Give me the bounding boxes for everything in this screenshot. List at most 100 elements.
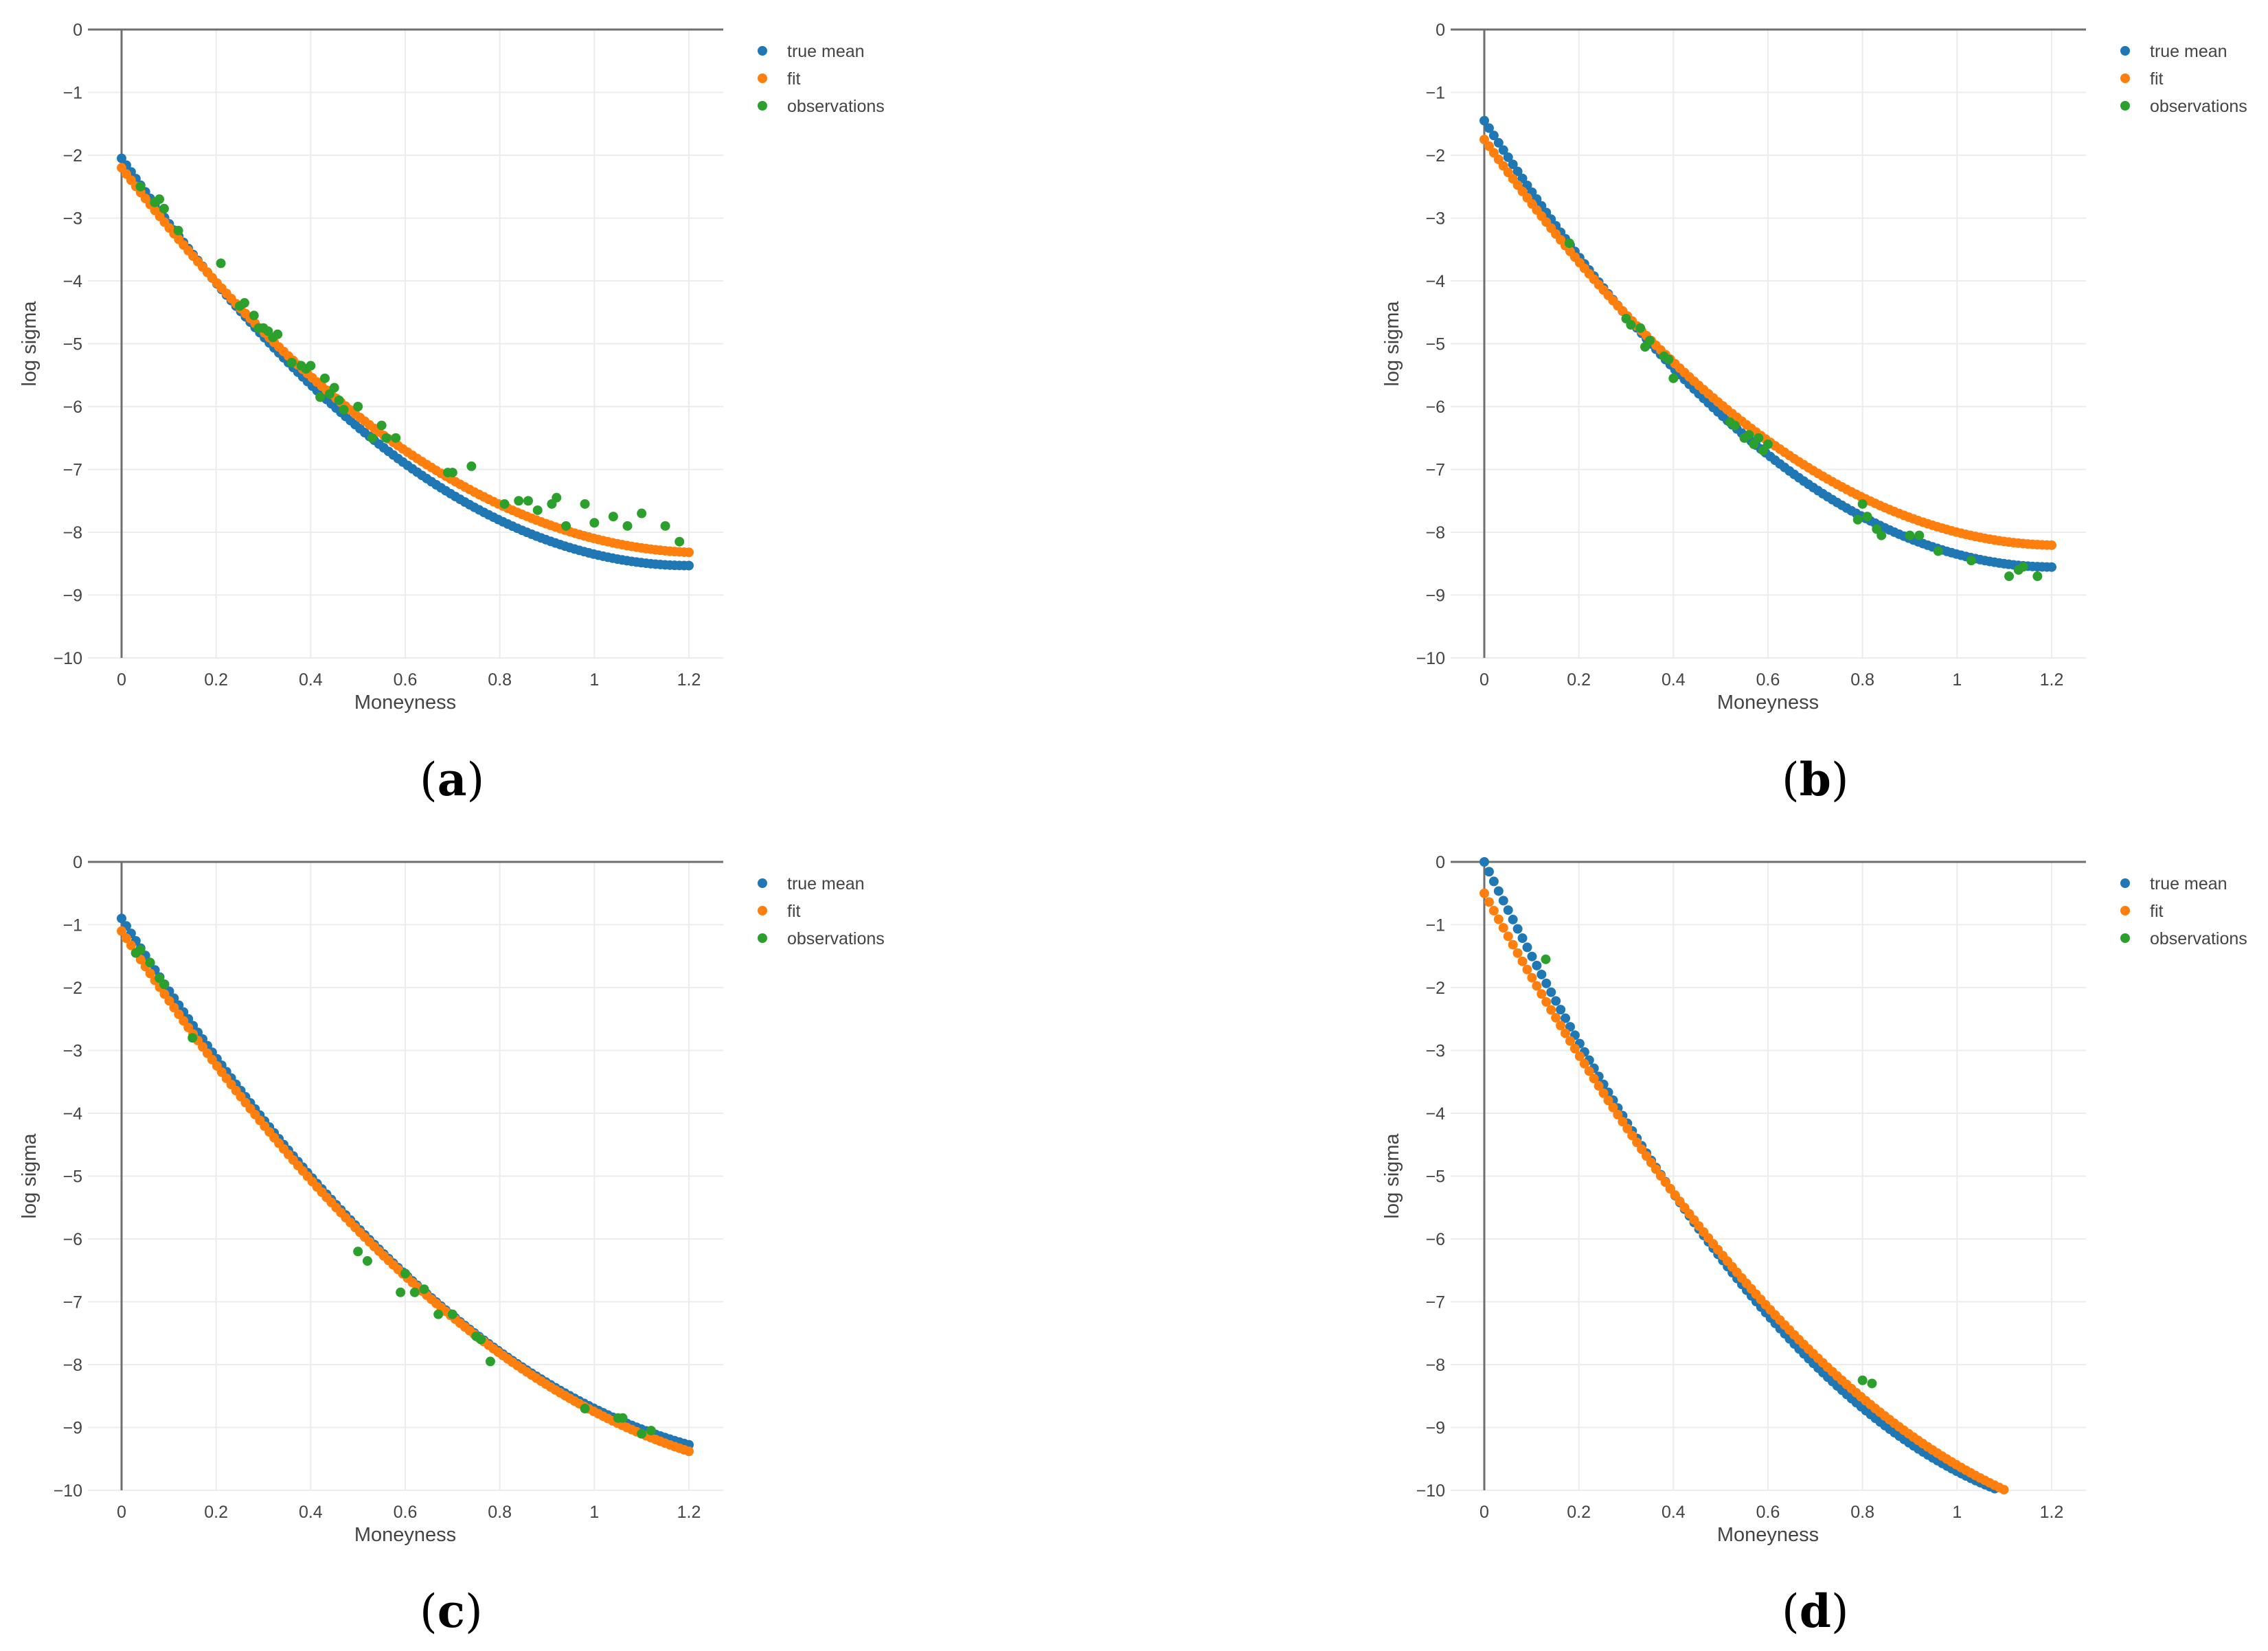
- y-tick-label: 0: [73, 21, 82, 40]
- observations-point: [1862, 512, 1872, 522]
- observations-point: [1664, 354, 1674, 365]
- y-tick-label: −1: [1425, 916, 1445, 935]
- observations-point: [273, 329, 283, 339]
- caption-b-letter: b: [1799, 753, 1831, 806]
- true-mean-point: [1551, 996, 1561, 1006]
- legend-label-fit: fit: [787, 69, 801, 89]
- caption-a: (a): [420, 753, 485, 806]
- observations-point: [660, 521, 670, 531]
- observations-point: [135, 945, 146, 955]
- x-axis-title: Moneyness: [1717, 692, 1819, 714]
- true-mean-point: [1503, 905, 1513, 915]
- true-mean-point: [117, 153, 126, 163]
- true-mean-point: [1522, 942, 1532, 953]
- x-tick-label: 1.2: [2040, 1503, 2064, 1522]
- y-tick-label: −3: [63, 209, 82, 229]
- x-tick-label: 0.8: [488, 1503, 512, 1522]
- x-tick-label: 1: [589, 670, 599, 690]
- observations-point: [1857, 1375, 1868, 1385]
- true-mean-point: [1488, 876, 1499, 887]
- observations-point: [381, 433, 392, 443]
- y-tick-label: −2: [63, 146, 82, 166]
- caption-c-letter: c: [437, 1584, 465, 1638]
- y-tick-label: −1: [1425, 84, 1445, 103]
- true-mean-point: [1536, 969, 1547, 979]
- observations-point: [514, 496, 524, 506]
- caption-d: (d): [1782, 1584, 1849, 1638]
- observations-point: [580, 1404, 590, 1414]
- legend-label-fit: fit: [2150, 69, 2164, 89]
- observations-point: [674, 536, 685, 547]
- observations-point: [159, 203, 169, 214]
- observations-point: [391, 433, 401, 443]
- fit-point: [684, 1446, 694, 1457]
- true-mean-point: [1488, 130, 1499, 141]
- caption-c: (c): [420, 1584, 483, 1638]
- x-tick-label: 1: [1952, 670, 1962, 690]
- fit-point: [1479, 888, 1489, 898]
- observations-point: [2018, 562, 2028, 572]
- x-tick-label: 0.6: [1756, 670, 1780, 690]
- fit-point: [1493, 914, 1504, 924]
- observations-point: [1966, 556, 1976, 566]
- y-tick-label: −10: [1416, 649, 1445, 668]
- x-axis-title: Moneyness: [354, 1524, 456, 1546]
- legend-label-observations: observations: [787, 929, 885, 948]
- legend-marker-fit: [2120, 906, 2130, 915]
- true-mean-point: [1541, 978, 1552, 988]
- y-tick-label: −9: [63, 587, 82, 606]
- observations-point: [286, 357, 297, 367]
- fit-point: [169, 1003, 179, 1013]
- legend-marker-true-mean: [758, 46, 767, 56]
- fit-point: [1637, 1144, 1647, 1154]
- x-tick-label: 0.2: [204, 1503, 228, 1522]
- x-tick-label: 1: [1952, 1503, 1962, 1522]
- chart-b: 0 0.2 0.4 0.6 0.8 1 1.2 0 −1 −2 −3 −4 −5 −6 −7 −8 −9 −10 M…: [1381, 21, 2247, 714]
- x-tick-label: 0.4: [299, 1503, 323, 1522]
- observations-point: [362, 1256, 372, 1266]
- y-tick-label: −6: [1425, 398, 1445, 417]
- true-mean-point: [1484, 123, 1494, 133]
- observations-point: [447, 468, 457, 478]
- legend-label-true-mean: true mean: [787, 42, 865, 61]
- panel-d: 0 0.2 0.4 0.6 0.8 1 1.2 0 −1 −2 −3 −4 −5 −6 −7 −8 −9 −10 M…: [1363, 832, 2263, 1578]
- observations-point: [145, 957, 155, 968]
- x-tick-label: 0: [1479, 1503, 1489, 1522]
- x-tick-label: 0.8: [488, 670, 512, 690]
- observations-point: [173, 225, 183, 236]
- fit-point: [1999, 1485, 2009, 1495]
- fit-point: [1512, 948, 1523, 958]
- y-tick-label: −10: [54, 1481, 82, 1501]
- y-tick-label: −5: [1425, 335, 1445, 354]
- observations-point: [617, 1413, 628, 1423]
- y-tick-label: −4: [63, 272, 82, 291]
- observations-point: [1564, 238, 1574, 249]
- legend-marker-observations: [2120, 933, 2130, 943]
- observations-point: [646, 1426, 656, 1436]
- fit-point: [1498, 922, 1508, 933]
- fit-point: [1613, 1109, 1623, 1119]
- legend-label-true-mean: true mean: [787, 874, 865, 893]
- observations-point: [637, 1428, 647, 1439]
- panel-b: 0 0.2 0.4 0.6 0.8 1 1.2 0 −1 −2 −3 −4 −5 −6 −7 −8 −9 −10 M…: [1363, 0, 2263, 745]
- legend-marker-fit: [2120, 73, 2130, 83]
- observations-point: [400, 1268, 410, 1279]
- y-tick-label: −5: [63, 1168, 82, 1187]
- fit-point: [1574, 1051, 1585, 1061]
- legend-label-observations: observations: [2150, 97, 2247, 116]
- x-axis-title: Moneyness: [354, 692, 456, 714]
- true-mean-point: [1532, 960, 1542, 970]
- fit-point: [1579, 1058, 1589, 1069]
- true-mean-point: [1546, 987, 1556, 997]
- observations-point: [1857, 499, 1868, 509]
- observations-point: [1754, 433, 1764, 443]
- y-tick-label: −2: [63, 979, 82, 998]
- observations-point: [249, 310, 259, 321]
- observations-point: [353, 1246, 363, 1257]
- observations-point: [589, 518, 600, 528]
- y-tick-label: 0: [1436, 21, 1445, 40]
- fit-point: [117, 926, 126, 936]
- fit-point: [1569, 1043, 1580, 1054]
- observations-point: [1668, 373, 1679, 383]
